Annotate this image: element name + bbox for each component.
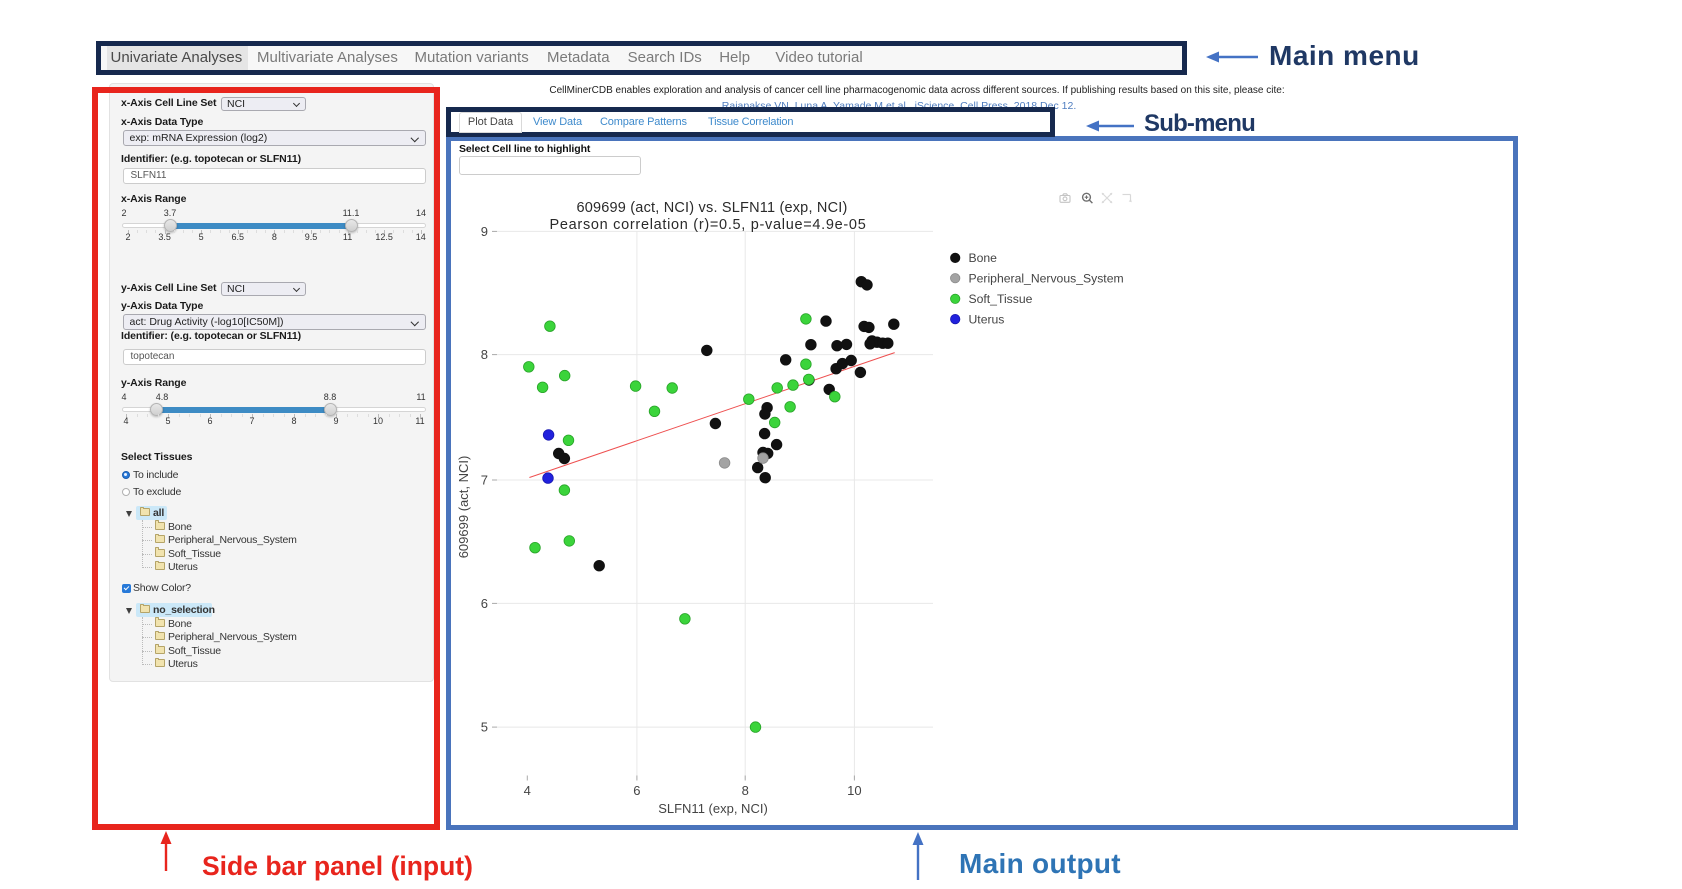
svg-text:Bone: Bone <box>969 251 998 265</box>
svg-text:Uterus: Uterus <box>969 312 1005 326</box>
svg-text:SLFN11 (exp, NCI): SLFN11 (exp, NCI) <box>658 801 768 816</box>
svg-text:7: 7 <box>481 473 488 488</box>
svg-text:6: 6 <box>633 783 640 798</box>
svg-text:609699 (act, NCI) vs. SLFN11 (: 609699 (act, NCI) vs. SLFN11 (exp, NCI) <box>576 200 847 216</box>
svg-text:Soft_Tissue: Soft_Tissue <box>969 292 1033 306</box>
svg-text:8: 8 <box>481 347 488 362</box>
svg-text:Peripheral_Nervous_System: Peripheral_Nervous_System <box>969 272 1124 286</box>
svg-text:5: 5 <box>481 720 488 735</box>
svg-text:8: 8 <box>742 783 749 798</box>
svg-text:609699 (act, NCI): 609699 (act, NCI) <box>456 456 471 559</box>
svg-text:4: 4 <box>524 783 531 798</box>
svg-text:6: 6 <box>481 596 488 611</box>
svg-text:10: 10 <box>847 783 861 798</box>
svg-text:Pearson correlation (r)=0.5, p: Pearson correlation (r)=0.5, p-value=4.9… <box>550 217 867 233</box>
svg-text:9: 9 <box>481 224 488 239</box>
